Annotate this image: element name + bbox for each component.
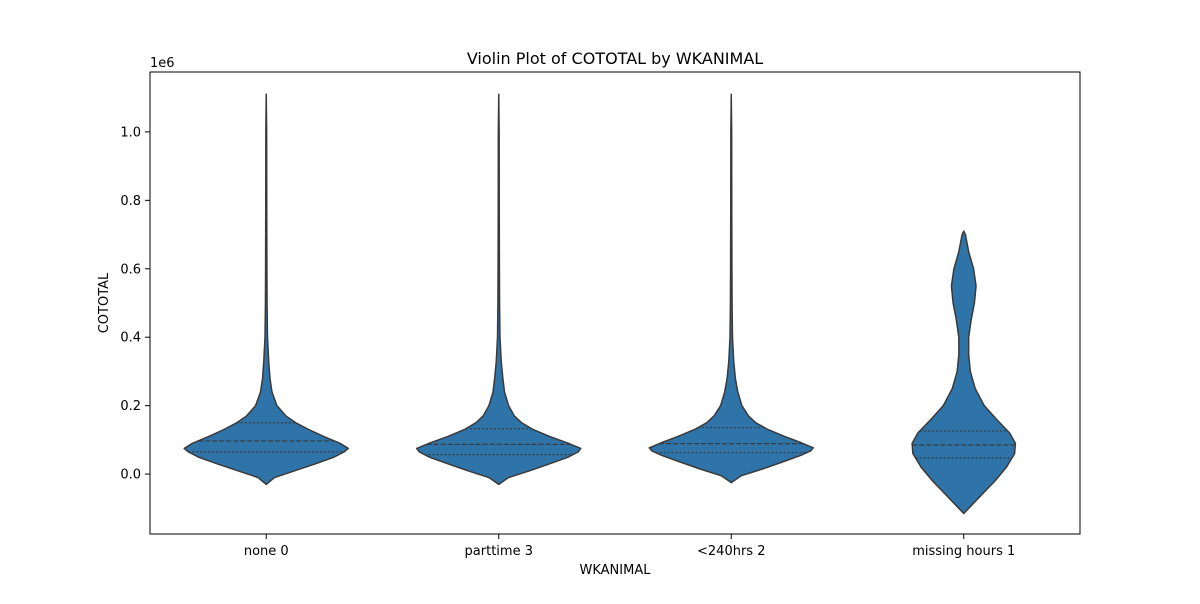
y-axis-offset-label: 1e6 xyxy=(150,56,175,71)
x-axis-label: WKANIMAL xyxy=(580,563,652,578)
y-tick-label: 1.0 xyxy=(120,125,141,140)
y-axis-label: COTOTAL xyxy=(97,272,112,333)
violin-group xyxy=(911,230,1017,515)
plot-area-frame xyxy=(149,71,1081,535)
y-axis-ticks: 0.0 0.2 0.4 0.6 0.8 1.0 xyxy=(120,125,150,483)
violin-body xyxy=(416,93,582,486)
violin-body xyxy=(648,93,814,484)
y-tick-label: 0.2 xyxy=(120,399,141,414)
y-tick-label: 0.8 xyxy=(120,194,141,209)
y-tick-label: 0.0 xyxy=(120,468,141,483)
violin-group xyxy=(648,93,814,484)
violin-body xyxy=(911,230,1017,515)
y-tick-label: 0.6 xyxy=(120,262,141,277)
violin-body xyxy=(183,93,349,486)
chart-title: Violin Plot of COTOTAL by WKANIMAL xyxy=(467,49,763,68)
violins-layer xyxy=(183,93,1017,515)
x-tick-label: none 0 xyxy=(244,544,289,559)
y-tick-label: 0.4 xyxy=(120,331,141,346)
x-tick-label: missing hours 1 xyxy=(912,544,1015,559)
x-tick-label: parttime 3 xyxy=(465,544,533,559)
violin-group xyxy=(416,93,582,486)
x-tick-label: <240hrs 2 xyxy=(697,544,765,559)
violin-group xyxy=(183,93,349,486)
x-axis-ticks: none 0 parttime 3 <240hrs 2 missing hours 1 xyxy=(244,534,1015,559)
